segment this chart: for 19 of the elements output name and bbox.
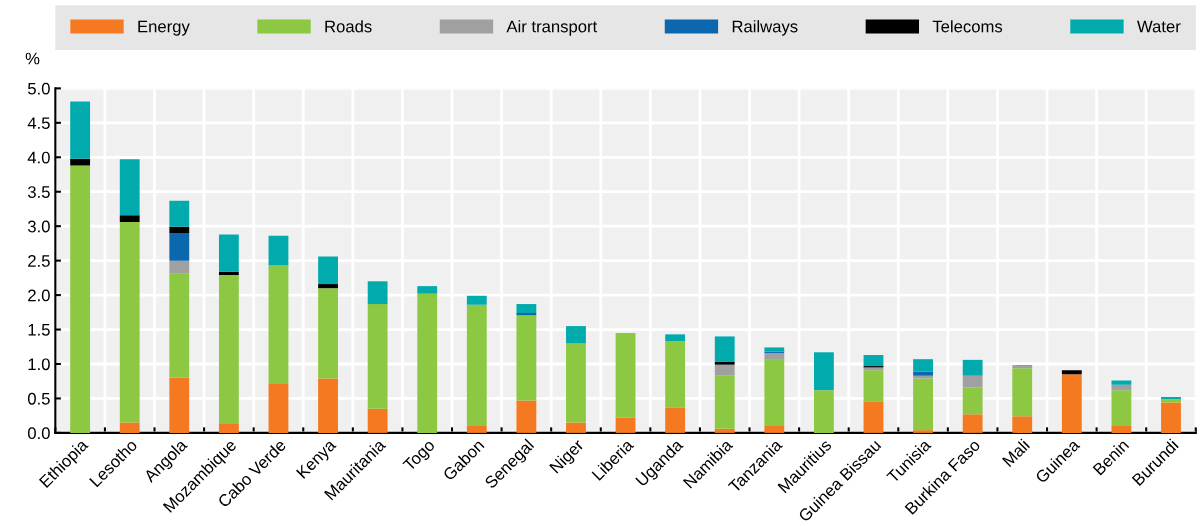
- legend-label: Energy: [138, 20, 190, 36]
- y-tick-label: 0.5: [27, 392, 50, 405]
- legend-label: Railways: [732, 20, 798, 36]
- y-tick-label: 5.0: [27, 82, 50, 95]
- y-tick-label: 4.5: [27, 117, 50, 130]
- y-tick-label: 1.0: [28, 358, 50, 371]
- x-tick-label: Togo: [402, 438, 438, 475]
- y-tick-label: 2.0: [28, 289, 50, 302]
- legend-label: Air transport: [506, 20, 598, 36]
- legend-label: Roads: [325, 20, 372, 33]
- legend-label: Water: [1137, 20, 1181, 33]
- y-tick-label: 3.0: [27, 220, 50, 233]
- y-tick-label: 2.5: [28, 255, 50, 267]
- y-tick-label: 0.0: [27, 427, 50, 440]
- legend-label: Telecoms: [932, 20, 1003, 33]
- y-tick-label: 1.5: [28, 324, 50, 336]
- y-tick-label: 3.5: [27, 186, 50, 198]
- y-tick-label: 4.0: [27, 151, 50, 164]
- y-axis-title: %: [25, 52, 40, 65]
